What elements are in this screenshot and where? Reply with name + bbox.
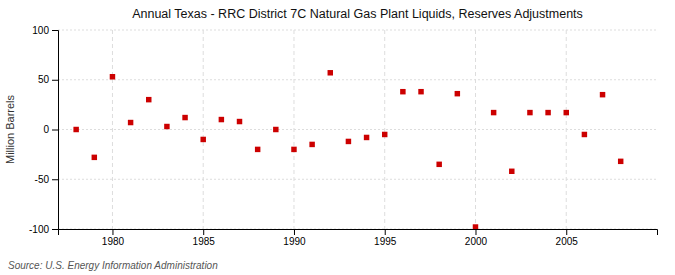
y-tick-label: -100 [29,224,49,235]
y-grid-line [58,179,657,180]
point [273,127,278,132]
x-tick-mark [203,229,204,235]
point [418,89,423,94]
x-tick-mark [475,229,476,235]
point [564,110,569,115]
points [73,70,623,229]
y-tick-label: 100 [32,25,49,36]
point [364,135,369,140]
point [110,74,115,79]
point [527,110,532,115]
point [255,147,260,152]
x-grid-line [112,30,113,229]
point [73,127,78,132]
x-tick: 2000 [465,229,488,247]
y-tick-label: 0 [43,124,49,135]
x-grid-line [566,30,567,229]
chart-container: 1980 1985 1990 1995 2000 2005 -100 -50 0 50 100 Ann… [0,0,675,275]
y-tick-mark [52,80,58,81]
x-axis: 1980 1985 1990 1995 2000 2005 [59,229,658,247]
y-tick: 100 [32,25,58,36]
y-grid-line [58,129,657,130]
point [400,89,405,94]
y-axis-label: Million Barrels [4,94,16,164]
y-tick-mark [52,30,58,31]
y-axis-line [52,31,59,230]
point [582,132,587,137]
y-axis: -100 -50 0 50 100 [29,25,59,235]
x-tick-label: 2000 [465,236,488,247]
point [382,132,387,137]
y-tick-mark [52,130,58,131]
y-tick-label: 50 [38,74,50,85]
x-tick-mark [385,229,386,235]
point [328,70,333,75]
x-tick-label: 1990 [283,236,306,247]
point [600,92,605,97]
y-tick: -50 [35,174,58,185]
point [164,124,169,129]
x-grid-line [475,30,476,229]
y-tick-mark [52,229,58,230]
point [455,91,460,96]
x-tick-mark [112,229,113,235]
x-tick: 2005 [556,229,579,247]
x-tick-label: 1985 [193,236,216,247]
x-tick: 1990 [283,229,306,247]
source-note: Source: U.S. Energy Information Administ… [8,260,218,271]
x-tick-label: 1980 [102,236,125,247]
grid [58,30,657,229]
x-tick-mark [566,229,567,235]
x-tick: 1980 [102,229,125,247]
point [346,139,351,144]
y-tick: -100 [29,224,58,235]
point [219,117,224,122]
point [436,162,441,167]
y-grid-line [58,79,657,80]
point [491,110,496,115]
point [545,110,550,115]
x-tick-label: 1995 [374,236,397,247]
x-grid-line [293,30,294,229]
point [182,115,187,120]
x-tick-mark [294,229,295,235]
x-axis-line [59,230,658,236]
point [128,120,133,125]
point [200,137,205,142]
y-grid-line [58,30,657,31]
point [92,155,97,160]
x-grid-line [384,30,385,229]
y-tick: 50 [38,74,58,85]
point [237,119,242,124]
y-tick: 0 [43,124,58,135]
point [473,224,478,229]
point [146,97,151,102]
x-tick: 1995 [374,229,397,247]
plot-area: 1980 1985 1990 1995 2000 2005 -100 -50 0 50 100 [29,25,658,247]
title: Annual Texas - RRC District 7C Natural G… [132,7,583,21]
x-grid-line [203,30,204,229]
point [309,142,314,147]
y-tick-mark [52,179,58,180]
point [291,147,296,152]
point [618,159,623,164]
point [509,169,514,174]
chart-svg: 1980 1985 1990 1995 2000 2005 -100 -50 0 50 100 Ann… [0,0,675,275]
x-tick: 1985 [193,229,216,247]
y-tick-label: -50 [35,174,50,185]
x-tick-label: 2005 [556,236,579,247]
